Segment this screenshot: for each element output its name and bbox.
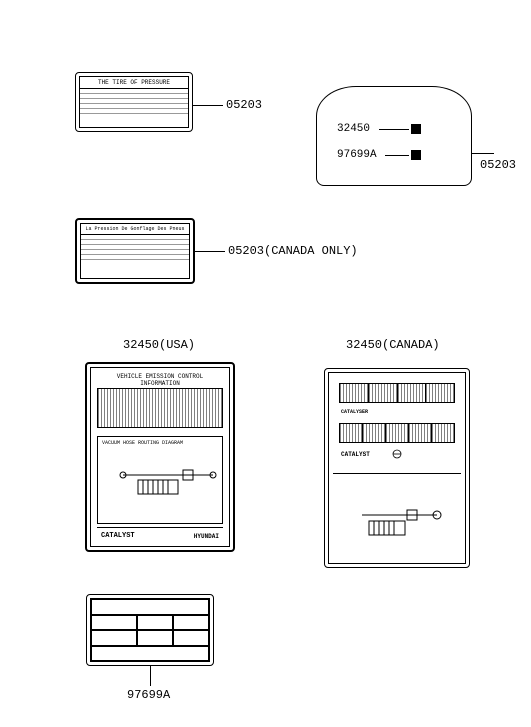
callout-05203-canada: 05203(CANADA ONLY) bbox=[228, 244, 358, 258]
panel-lower-text: 97699A bbox=[337, 149, 377, 161]
placard1-title: THE TIRE OF PRESSURE bbox=[80, 77, 188, 89]
tire-pressure-placard-1: THE TIRE OF PRESSURE bbox=[75, 72, 193, 132]
placard2-title: La Pression De Gonflage Des Pneus bbox=[81, 224, 189, 235]
callout-97699a-bottom: 97699A bbox=[127, 688, 170, 702]
grid-cell bbox=[173, 615, 209, 631]
hood-panel: 32450 97699A bbox=[316, 86, 472, 186]
canada-divider bbox=[333, 473, 461, 474]
usa-catalyst: CATALYST bbox=[101, 532, 135, 540]
emission-label-canada: CATALYSER CATALYST bbox=[324, 368, 470, 568]
leader-bottom-v bbox=[150, 666, 151, 686]
panel-leader-upper bbox=[379, 129, 409, 130]
placard1-grid bbox=[80, 89, 188, 119]
usa-section-blank bbox=[97, 388, 223, 428]
canada-title: 32450(CANADA) bbox=[346, 338, 440, 352]
usa-section-title: VACUUM HOSE ROUTING DIAGRAM bbox=[102, 440, 183, 446]
callout-05203-right: 05203 bbox=[480, 158, 516, 172]
canada-bar-2 bbox=[339, 423, 455, 443]
tire-pressure-placard-2: La Pression De Gonflage Des Pneus bbox=[75, 218, 195, 284]
canada-catalyser: CATALYSER bbox=[341, 409, 368, 415]
leader-top-center bbox=[193, 105, 223, 106]
placard2-grid bbox=[81, 235, 189, 265]
usa-divider bbox=[97, 527, 223, 528]
refrigerant-label bbox=[86, 594, 214, 666]
usa-brand: HYUNDAI bbox=[194, 533, 219, 540]
panel-square-lower bbox=[411, 150, 421, 160]
canada-symbol bbox=[391, 449, 403, 459]
panel-leader-lower bbox=[385, 155, 409, 156]
panel-square-upper bbox=[411, 124, 421, 134]
usa-section-diagram: VACUUM HOSE ROUTING DIAGRAM bbox=[97, 436, 223, 524]
vacuum-diagram-usa bbox=[118, 465, 218, 505]
grid-cell bbox=[91, 615, 137, 631]
grid-cell bbox=[173, 630, 209, 646]
usa-header: VEHICLE EMISSION CONTROL INFORMATION bbox=[93, 370, 227, 390]
leader-mid-center bbox=[195, 251, 225, 252]
grid-cell bbox=[137, 630, 173, 646]
canada-bar-1 bbox=[339, 383, 455, 403]
vacuum-diagram-canada bbox=[357, 507, 447, 547]
panel-upper-text: 32450 bbox=[337, 123, 370, 135]
callout-05203-topcenter: 05203 bbox=[226, 98, 262, 112]
leader-top-right bbox=[472, 153, 494, 154]
grid-cell bbox=[91, 630, 137, 646]
canada-catalyst: CATALYST bbox=[341, 451, 370, 458]
grid-cell bbox=[91, 599, 209, 615]
grid-cell bbox=[137, 615, 173, 631]
emission-label-usa: VEHICLE EMISSION CONTROL INFORMATION VAC… bbox=[85, 362, 235, 552]
grid-cell bbox=[91, 646, 209, 662]
usa-title: 32450(USA) bbox=[123, 338, 195, 352]
